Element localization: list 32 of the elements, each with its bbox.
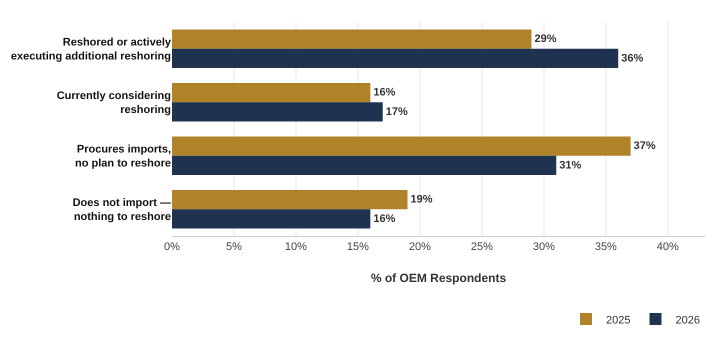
x-tick-label: 15%	[346, 241, 370, 254]
x-tick-label: 30%	[532, 241, 556, 254]
x-tick-label: 25%	[470, 241, 494, 254]
y-tick-label: Reshored or actively executing additional reshoring	[10, 36, 172, 63]
x-tick-label: 20%	[408, 241, 432, 254]
x-axis-title: % of OEM Respondents	[370, 271, 506, 285]
bar	[172, 102, 383, 122]
x-tick-label: 10%	[284, 241, 308, 254]
data-label: 16%	[373, 212, 396, 225]
data-label: 31%	[559, 159, 582, 172]
x-tick-label: 5%	[226, 241, 242, 254]
y-tick-label: Does not import — nothing to reshore	[72, 196, 171, 224]
legend-label: 2025	[606, 314, 630, 326]
x-tick-label: 40%	[656, 241, 680, 254]
x-tick-label: 35%	[594, 241, 618, 254]
bar	[172, 209, 370, 229]
bar	[172, 48, 618, 68]
data-label: 16%	[373, 86, 396, 99]
bar	[172, 136, 631, 156]
bar	[172, 29, 532, 49]
data-label: 19%	[410, 194, 433, 206]
x-tick-label: 0%	[164, 241, 180, 254]
data-label: 36%	[621, 52, 644, 64]
legend-label: 2026	[675, 314, 700, 326]
bar	[172, 156, 556, 176]
data-label: 37%	[634, 140, 656, 152]
bar	[172, 82, 370, 102]
data-label: 17%	[386, 106, 408, 118]
bar	[172, 190, 408, 210]
y-tick-label: Currently considering reshoring	[56, 90, 171, 116]
y-tick-label: Procures imports, no plan to reshore	[75, 143, 171, 170]
data-label: 29%	[534, 33, 557, 46]
